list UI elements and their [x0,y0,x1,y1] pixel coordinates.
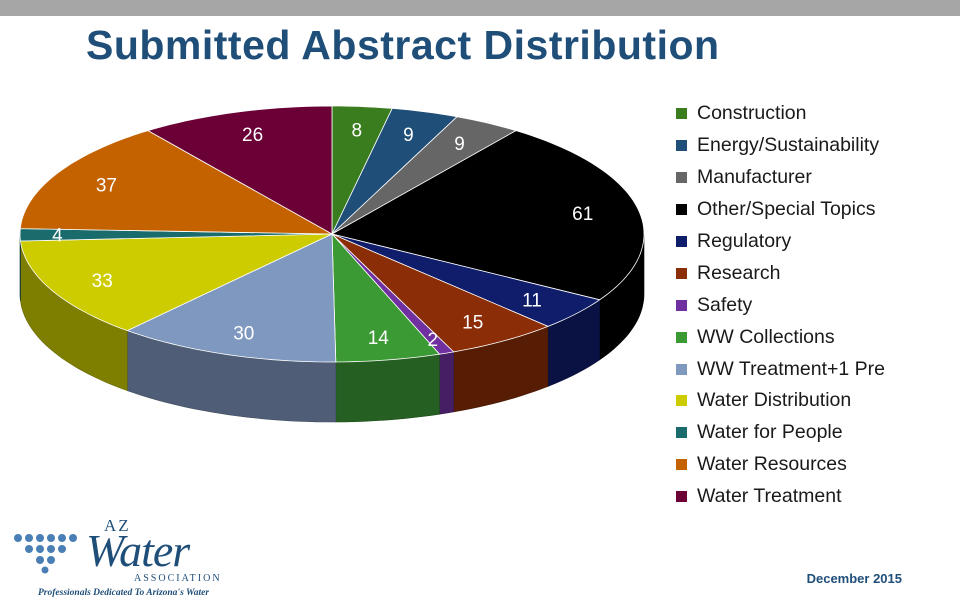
legend-item: Water Treatment [676,481,956,513]
legend-swatch [676,204,687,216]
pie-slice [331,116,518,235]
legend-item: Other/Special Topics [676,194,956,226]
legend-label: Research [697,261,781,284]
pie-slice-side [335,353,440,423]
pie-slice [331,233,601,327]
legend-item: Water Distribution [676,385,956,417]
pie-slice [331,107,458,235]
logo-tagline: Professionals Dedicated To Arizona's Wat… [38,588,210,598]
legend-swatch [676,395,687,407]
legend-item: Construction [676,98,956,130]
water-drops-icon [14,534,77,574]
pie-data-label: 14 [368,328,390,349]
legend-label: Water Treatment [697,485,842,508]
pie-data-label: 26 [242,125,263,146]
pie-slice-side [19,233,21,302]
pie-data-label: 30 [233,324,254,345]
pie-data-label: 15 [462,313,483,334]
legend-item: WW Collections [676,321,956,353]
logo-water-text: Water [86,525,190,576]
page-title: Submitted Abstract Distribution [86,22,720,68]
legend-label: Regulatory [697,230,792,252]
legend-swatch [676,172,687,184]
pie-slice [330,130,645,301]
legend-item: Energy/Sustainability [676,130,956,162]
legend-swatch [676,236,687,247]
pie-slice-side [439,351,454,415]
legend-label: Energy/Sustainability [697,134,880,157]
pie-data-label: 2 [428,330,439,351]
legend-item: Water Resources [676,449,956,481]
logo-association-text: ASSOCIATION [134,573,222,584]
pie-data-label: 61 [572,204,593,225]
pie-data-label: 8 [352,121,363,142]
pie-slice [331,233,549,353]
legend-swatch [676,459,687,471]
legend-item: Regulatory [676,226,956,258]
legend-item: Manufacturer [676,162,956,194]
pie-data-label: 9 [403,125,414,146]
legend-label: Other/Special Topics [697,198,876,221]
pie-data-label: 33 [92,271,113,292]
pie-slice [146,105,333,235]
az-water-logo: AZ Water ASSOCIATION Professionals Dedic… [12,516,242,598]
legend-label: Water Resources [697,453,847,476]
top-bar [0,0,960,16]
legend-label: WW Treatment+1 Pre [697,357,886,380]
pie-data-label: 37 [96,176,117,197]
pie-data-label: 11 [522,290,542,311]
pie-slice [126,233,337,363]
pie-data-label: 9 [454,134,465,155]
pie-slice [20,233,333,332]
chart-legend: Construction Energy/Sustainability Manufac… [676,98,956,513]
legend-label: Manufacturer [697,166,812,189]
legend-swatch [676,491,687,503]
legend-swatch [676,331,687,343]
legend-item: Water for People [676,417,956,449]
legend-swatch [676,363,687,375]
legend-swatch [676,267,687,279]
legend-item: Safety [676,289,956,321]
legend-swatch [676,299,687,311]
pie-slice [19,130,333,235]
legend-item: WW Treatment+1 Pre [676,353,956,385]
legend-swatch [676,108,687,120]
legend-item: Research [676,257,956,289]
pie-chart: 8 9 9 61 11 15 2 14 30 33 4 37 26 [19,105,645,423]
pie-slice [331,232,441,363]
pie-data-label: 4 [52,226,63,247]
legend-label: WW Collections [697,325,835,348]
legend-label: Water for People [697,421,843,444]
logo-az-text: AZ [104,516,131,535]
legend-label: Water Distribution [697,389,852,412]
legend-label: Safety [697,293,753,316]
footer-date: December 2015 [806,571,902,586]
legend-swatch [676,140,687,152]
legend-label: Construction [697,102,807,125]
legend-swatch [676,427,687,439]
